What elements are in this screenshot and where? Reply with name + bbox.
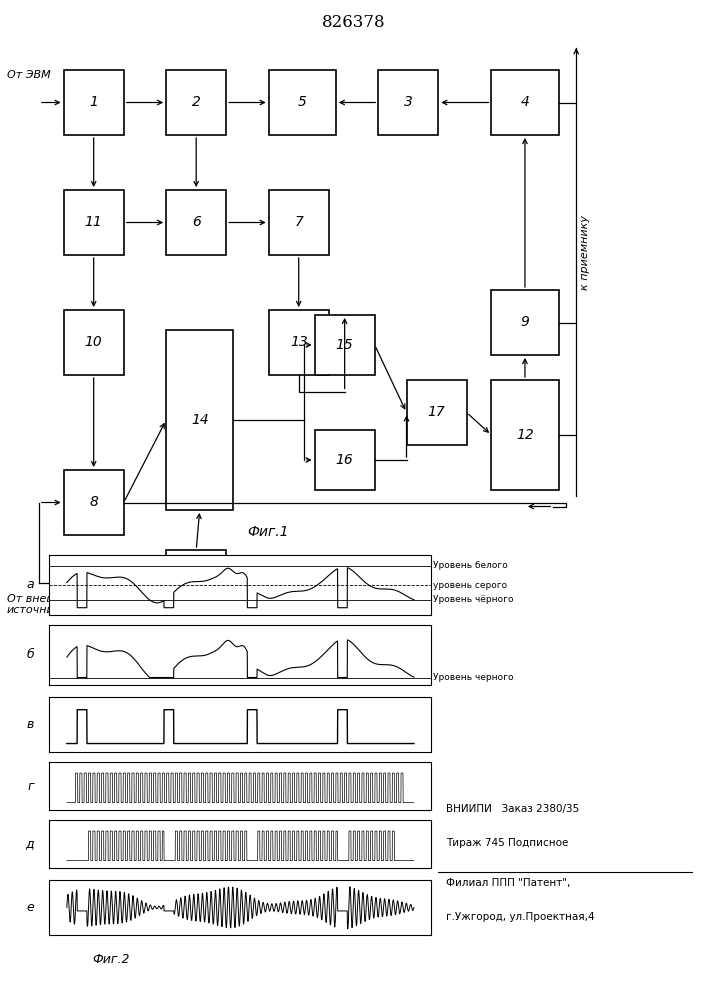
FancyBboxPatch shape [64,470,124,535]
Text: а: а [27,578,34,591]
Text: 17: 17 [428,406,445,420]
Text: в: в [27,718,34,731]
Text: Фиг.2: Фиг.2 [93,953,130,966]
Text: 9: 9 [520,316,530,330]
Text: 5: 5 [298,96,307,109]
Text: 10: 10 [85,336,103,350]
Text: б: б [26,648,34,662]
Text: 826378: 826378 [322,14,385,31]
FancyBboxPatch shape [315,315,375,375]
Text: д: д [25,838,34,850]
Text: 7: 7 [294,216,303,230]
Text: е: е [26,901,34,914]
Text: 1: 1 [89,96,98,109]
FancyBboxPatch shape [166,70,226,135]
FancyBboxPatch shape [269,310,329,375]
Text: 14: 14 [191,413,209,427]
Text: уровень серого: уровень серого [433,580,508,589]
Text: 12: 12 [516,428,534,442]
FancyBboxPatch shape [166,550,226,615]
Text: Тираж 745 Подписное: Тираж 745 Подписное [446,838,568,848]
Text: 11: 11 [85,216,103,230]
Text: Филиал ППП "Патент",: Филиал ППП "Патент", [446,878,571,888]
Text: 15: 15 [336,338,354,352]
FancyBboxPatch shape [315,430,375,490]
FancyBboxPatch shape [64,190,124,255]
Text: 3: 3 [404,96,413,109]
Text: Фиг.1: Фиг.1 [247,525,289,539]
Text: г: г [28,780,34,792]
FancyBboxPatch shape [491,380,559,490]
Text: 18: 18 [187,576,205,589]
Text: Уровень белого: Уровень белого [433,561,508,570]
Text: г.Ужгород, ул.Проектная,4: г.Ужгород, ул.Проектная,4 [446,912,595,922]
Text: От внешнего
источника: От внешнего источника [7,593,83,615]
Text: От ЭВМ: От ЭВМ [7,70,51,81]
FancyBboxPatch shape [166,330,233,510]
Text: 16: 16 [336,453,354,467]
Text: Уровень чёрного: Уровень чёрного [433,595,514,604]
FancyBboxPatch shape [269,70,336,135]
Text: 4: 4 [520,96,530,109]
FancyBboxPatch shape [407,380,467,445]
Text: Уровень черного: Уровень черного [433,673,514,682]
FancyBboxPatch shape [166,190,226,255]
Text: 13: 13 [290,336,308,350]
Text: 2: 2 [192,96,201,109]
Text: 6: 6 [192,216,201,230]
FancyBboxPatch shape [64,70,124,135]
Text: 8: 8 [89,495,98,510]
FancyBboxPatch shape [378,70,438,135]
Text: ВНИИПИ   Заказ 2380/35: ВНИИПИ Заказ 2380/35 [446,804,579,814]
FancyBboxPatch shape [269,190,329,255]
Text: к приемнику: к приемнику [580,215,590,290]
FancyBboxPatch shape [64,310,124,375]
FancyBboxPatch shape [491,290,559,355]
FancyBboxPatch shape [491,70,559,135]
